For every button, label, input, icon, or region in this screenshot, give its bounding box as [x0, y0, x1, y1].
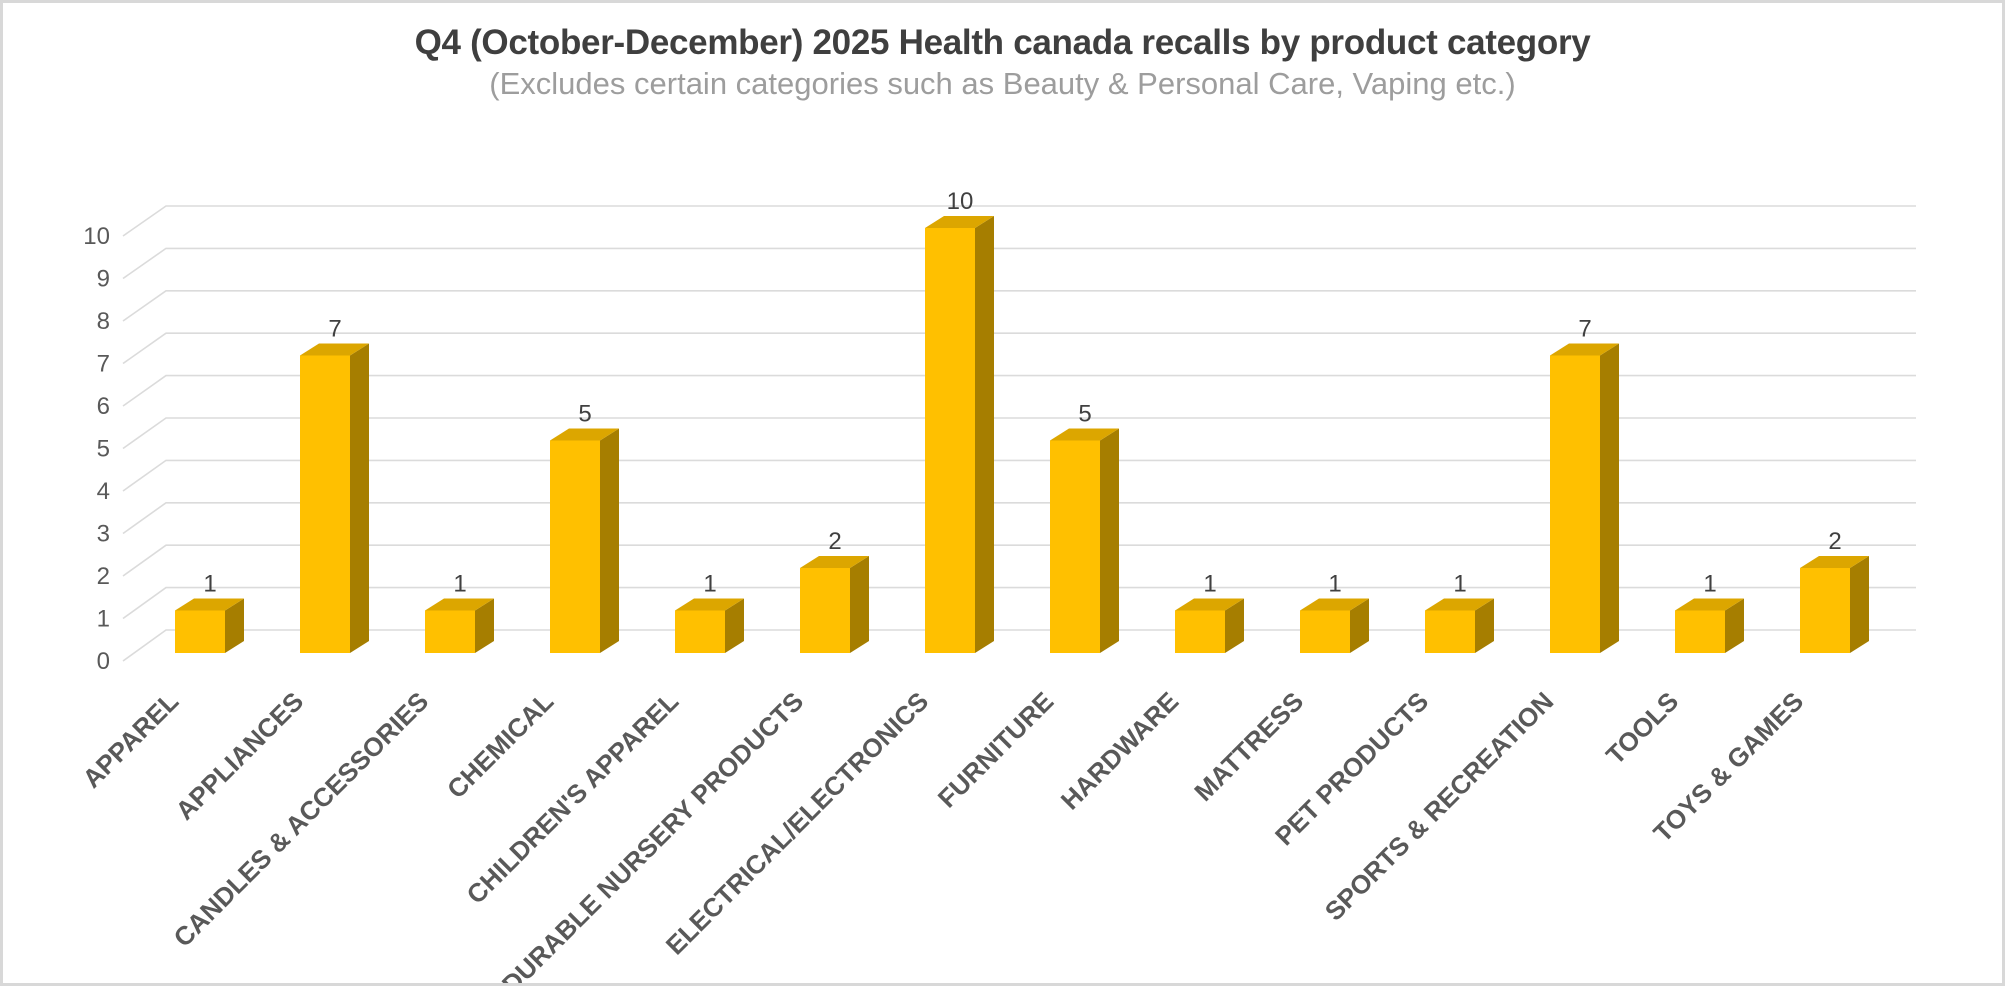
bar-top-children-s-apparel — [675, 598, 744, 611]
y-tick-label: 7 — [97, 351, 110, 378]
bar-tools — [1675, 610, 1725, 653]
bar-apparel — [175, 610, 225, 653]
bar-top-hardware — [1175, 598, 1244, 611]
bar-top-candles-accessories — [425, 598, 494, 611]
y-tick-label: 5 — [97, 436, 110, 463]
bar-pet-products — [1425, 610, 1475, 653]
bar-value-label-pet-products: 1 — [1453, 571, 1466, 598]
bar-top-furniture — [1050, 428, 1119, 441]
y-tick-label: 1 — [97, 606, 110, 633]
bar-side-toys-games — [1850, 556, 1869, 653]
bar-value-label-candles-accessories: 1 — [453, 571, 466, 598]
bar-value-label-furniture: 5 — [1078, 401, 1091, 428]
bar-value-label-chemical: 5 — [578, 401, 591, 428]
bar-durable-nursery-products — [800, 568, 850, 653]
category-label-tools: TOOLS — [1600, 686, 1684, 770]
bar-value-label-appliances: 7 — [328, 316, 341, 343]
bar-top-sports-recreation — [1550, 343, 1619, 356]
category-label-children-s-apparel: CHILDREN'S APPAREL — [460, 686, 684, 910]
category-label-candles-accessories: CANDLES & ACCESSORIES — [168, 686, 435, 953]
bar-top-appliances — [300, 343, 369, 356]
bar-top-pet-products — [1425, 598, 1494, 611]
gridline — [122, 247, 1916, 280]
bar-value-label-tools: 1 — [1703, 571, 1716, 598]
bar-side-durable-nursery-products — [850, 556, 869, 653]
y-tick-label: 6 — [97, 393, 110, 420]
bar-top-apparel — [175, 598, 244, 611]
bar-side-mattress — [1350, 598, 1369, 653]
bar-candles-accessories — [425, 610, 475, 653]
bar-electrical-electronics — [925, 228, 975, 653]
bar-top-durable-nursery-products — [800, 556, 869, 568]
chart-subtitle: (Excludes certain categories such as Bea… — [489, 66, 1516, 101]
gridline — [122, 205, 1916, 237]
gridline — [122, 544, 1916, 577]
bar-top-chemical — [550, 428, 619, 441]
bar-side-apparel — [225, 598, 244, 653]
bar-value-label-apparel: 1 — [203, 571, 216, 598]
bar-chemical — [550, 440, 600, 653]
bar-side-sports-recreation — [1600, 343, 1619, 653]
gridline — [122, 459, 1916, 492]
bar-children-s-apparel — [675, 610, 725, 653]
category-label-hardware: HARDWARE — [1055, 686, 1184, 815]
bar-side-appliances — [350, 343, 369, 653]
bar-value-label-hardware: 1 — [1203, 571, 1216, 598]
bar-side-candles-accessories — [475, 598, 494, 653]
bar-side-furniture — [1100, 428, 1119, 653]
bar-hardware — [1175, 610, 1225, 653]
gridline — [122, 502, 1916, 535]
y-tick-label: 4 — [97, 478, 110, 505]
category-label-furniture: FURNITURE — [932, 686, 1059, 813]
bar-value-label-children-s-apparel: 1 — [703, 571, 716, 598]
bar-furniture — [1050, 440, 1100, 653]
y-tick-label: 3 — [97, 521, 110, 548]
y-tick-label: 10 — [83, 223, 110, 250]
bar-value-label-mattress: 1 — [1328, 571, 1341, 598]
bar-value-label-toys-games: 2 — [1828, 528, 1841, 555]
gridline — [122, 417, 1916, 450]
bar-value-label-durable-nursery-products: 2 — [828, 528, 841, 555]
bar-top-toys-games — [1800, 556, 1869, 568]
bar-value-label-electrical-electronics: 10 — [947, 188, 974, 215]
y-tick-label: 0 — [97, 648, 110, 675]
gridline — [122, 374, 1916, 407]
bar-top-mattress — [1300, 598, 1369, 611]
y-tick-label: 9 — [97, 266, 110, 293]
bar-top-tools — [1675, 598, 1744, 611]
gridline — [122, 290, 1916, 322]
y-tick-label: 8 — [97, 308, 110, 335]
bar-side-pet-products — [1475, 598, 1494, 653]
bar-top-electrical-electronics — [925, 216, 994, 228]
bar-mattress — [1300, 610, 1350, 653]
bar-side-hardware — [1225, 598, 1244, 653]
bar-side-tools — [1725, 598, 1744, 653]
bar-side-electrical-electronics — [975, 216, 994, 653]
y-tick-label: 2 — [97, 563, 110, 590]
bar-side-children-s-apparel — [725, 598, 744, 653]
bar-side-chemical — [600, 428, 619, 653]
category-label-sports-recreation: SPORTS & RECREATION — [1319, 686, 1559, 926]
gridline — [122, 586, 1916, 620]
category-label-mattress: MATTRESS — [1188, 686, 1309, 807]
category-label-apparel: APPAREL — [77, 686, 185, 794]
bar-sports-recreation — [1550, 355, 1600, 653]
bar-toys-games — [1800, 568, 1850, 653]
category-label-electrical-electronics: ELECTRICAL/ELECTRONICS — [660, 686, 935, 961]
chart-title: Q4 (October-December) 2025 Health canada… — [414, 23, 1591, 62]
category-label-chemical: CHEMICAL — [441, 686, 559, 804]
gridline — [122, 332, 1916, 365]
bar-appliances — [300, 355, 350, 653]
bar-value-label-sports-recreation: 7 — [1578, 316, 1591, 343]
gridline — [122, 629, 1916, 662]
category-label-appliances: APPLIANCES — [170, 686, 310, 826]
plot-area: 0 1 2 3 4 5 6 7 8 9 10 1 APPAREL 7 APPLIANCES 1 CANDLES … — [77, 188, 1916, 983]
